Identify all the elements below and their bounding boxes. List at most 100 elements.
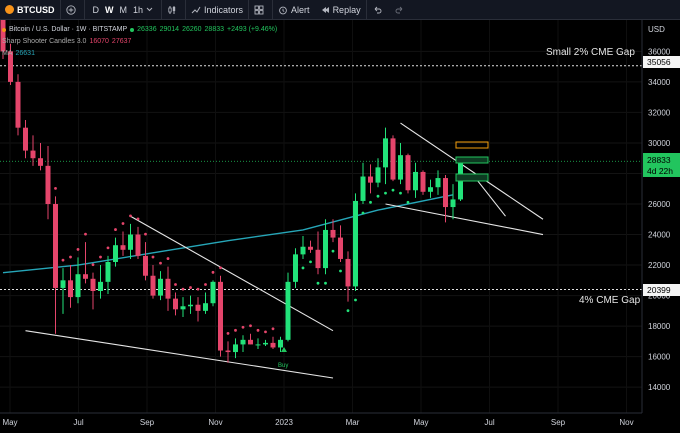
- candle-body: [308, 246, 313, 250]
- indicator-2-value: 26631: [15, 50, 35, 57]
- price-tag-upper: 35056: [647, 57, 671, 67]
- bitcoin-logo-icon: [5, 5, 14, 14]
- undo-button[interactable]: [365, 0, 390, 20]
- legend-close: 28833: [204, 26, 224, 33]
- candle-body: [38, 158, 43, 166]
- sar-dot-bear: [136, 217, 140, 221]
- y-tick-label: 22000: [648, 261, 671, 270]
- indicator-1-value-b: 27637: [111, 38, 132, 45]
- timeframe-m[interactable]: M: [119, 4, 128, 15]
- price-chart[interactable]: 1400016000180002000022000240002600028000…: [0, 20, 680, 433]
- timeframe-1h[interactable]: 1h: [133, 4, 144, 15]
- indicators-icon: [191, 6, 201, 13]
- chevron-down-icon[interactable]: [146, 6, 153, 13]
- grid-layout-icon: [254, 5, 264, 14]
- sar-dot-bear: [249, 324, 252, 328]
- sar-dot-layer: [54, 186, 410, 335]
- x-tick-label: Sep: [140, 418, 155, 427]
- layout-button[interactable]: [248, 0, 272, 20]
- redo-button[interactable]: [390, 0, 413, 20]
- candle-body: [293, 254, 298, 282]
- y-tick-label: 14000: [648, 383, 671, 392]
- indicator-2-name: MA: [2, 50, 13, 57]
- candle-body: [323, 229, 328, 269]
- sar-dot-bull: [339, 269, 342, 273]
- compare-button[interactable]: [59, 0, 84, 20]
- top-toolbar: BTCUSD D W M 1h Indicators Alert Replay: [0, 0, 680, 20]
- sar-dot-bear: [264, 330, 267, 334]
- indicators-label: Indicators: [204, 4, 244, 15]
- sar-dot-bull: [346, 309, 350, 313]
- candle-body: [420, 171, 426, 192]
- y-tick-label: 20000: [648, 292, 671, 301]
- sar-dot-bear: [219, 266, 222, 270]
- sar-dot-bull: [391, 188, 395, 192]
- replay-icon: [321, 6, 329, 13]
- candle-body: [270, 342, 276, 348]
- trendline: [25, 330, 334, 379]
- candle-body: [143, 255, 148, 276]
- trendline: [400, 122, 544, 220]
- indicators-button[interactable]: Indicators: [185, 0, 248, 20]
- sar-dot-bear: [54, 186, 57, 190]
- alert-button[interactable]: Alert: [272, 0, 315, 20]
- symbol-label: BTCUSD: [17, 4, 55, 15]
- candles-icon: [168, 5, 176, 14]
- price-tag-current-bg: [643, 153, 680, 177]
- x-tick-label: Jul: [484, 418, 494, 427]
- symbol-search[interactable]: BTCUSD: [0, 0, 60, 20]
- small-cme-gap-label: Small 2% CME Gap: [546, 47, 635, 58]
- sar-dot-bull: [316, 281, 320, 285]
- x-tick-label: Sep: [551, 418, 566, 427]
- sar-dot-bear: [99, 255, 102, 259]
- legend-open: 26336: [137, 26, 157, 33]
- sar-dot-bear: [241, 325, 245, 329]
- x-tick-label: 2023: [275, 418, 293, 427]
- candle-body: [53, 204, 58, 288]
- candle-body: [98, 281, 103, 291]
- candle-body: [180, 306, 186, 310]
- candle-body: [128, 234, 133, 250]
- sar-dot-bear: [106, 246, 110, 250]
- candle-body: [173, 298, 178, 310]
- undo-icon: [374, 6, 382, 13]
- chart-grid: [0, 20, 642, 413]
- sar-dot-bear: [144, 232, 147, 236]
- candle-body: [83, 274, 88, 279]
- y-tick-label: 18000: [648, 322, 671, 331]
- sar-dot-bull: [376, 194, 380, 198]
- timeframe-d[interactable]: D: [92, 4, 100, 15]
- candle-body: [210, 281, 216, 304]
- candle-body: [0, 20, 6, 52]
- candle-body: [23, 127, 28, 151]
- price-tag-lower: 20399: [647, 285, 671, 295]
- candle-body: [45, 165, 51, 204]
- sar-dot-bull: [324, 281, 327, 285]
- candle-body: [203, 303, 208, 311]
- replay-button[interactable]: Replay: [315, 0, 366, 20]
- alarm-clock-icon: [279, 6, 287, 14]
- alert-label: Alert: [291, 4, 310, 15]
- cme-gap-4pct-label: 4% CME Gap: [579, 295, 641, 306]
- candle-body: [263, 342, 268, 345]
- buy-arrow-icon: [281, 347, 287, 352]
- candle-body: [135, 234, 141, 256]
- timeframe-w[interactable]: W: [105, 4, 114, 15]
- sar-dot-bear: [211, 270, 215, 274]
- legend-change: +2493 (+9.46%): [227, 26, 278, 33]
- candle-body: [383, 138, 388, 168]
- x-tick-label: Nov: [619, 418, 633, 427]
- candle-body: [15, 81, 21, 128]
- sar-dot-bear: [91, 263, 95, 267]
- moving-average-layer: [2, 194, 454, 274]
- candle-body: [120, 245, 126, 250]
- candle-body: [398, 155, 403, 180]
- target-box-orange: [455, 141, 489, 149]
- sar-dot-bull: [361, 211, 365, 215]
- sar-dot-bull: [399, 191, 402, 195]
- x-tick-label: Jul: [73, 418, 83, 427]
- trendline: [385, 203, 544, 236]
- chart-type-button[interactable]: [161, 0, 185, 20]
- candle-body: [105, 262, 111, 282]
- price-tag-upper-bg: [643, 56, 680, 68]
